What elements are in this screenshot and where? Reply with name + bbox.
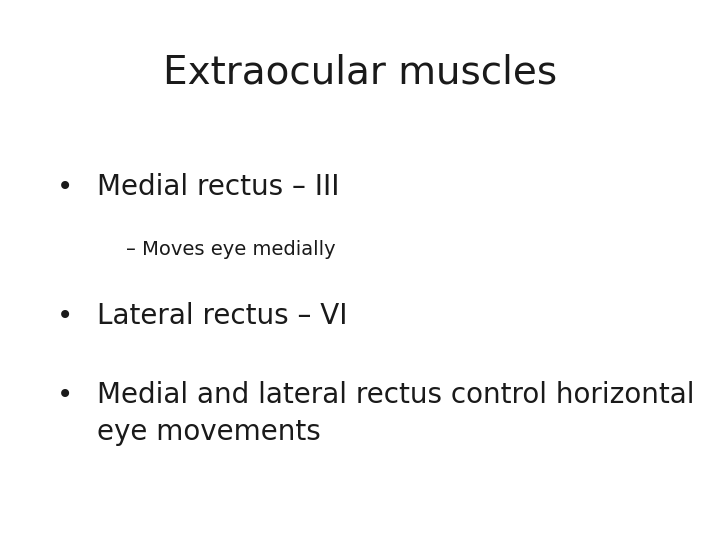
Text: Medial and lateral rectus control horizontal
eye movements: Medial and lateral rectus control horizo… <box>97 381 695 446</box>
Text: Lateral rectus – VI: Lateral rectus – VI <box>97 302 348 330</box>
Text: •: • <box>57 173 73 201</box>
Text: •: • <box>57 381 73 409</box>
Text: Extraocular muscles: Extraocular muscles <box>163 54 557 92</box>
Text: Medial rectus – III: Medial rectus – III <box>97 173 340 201</box>
Text: – Moves eye medially: – Moves eye medially <box>126 240 336 259</box>
Text: •: • <box>57 302 73 330</box>
